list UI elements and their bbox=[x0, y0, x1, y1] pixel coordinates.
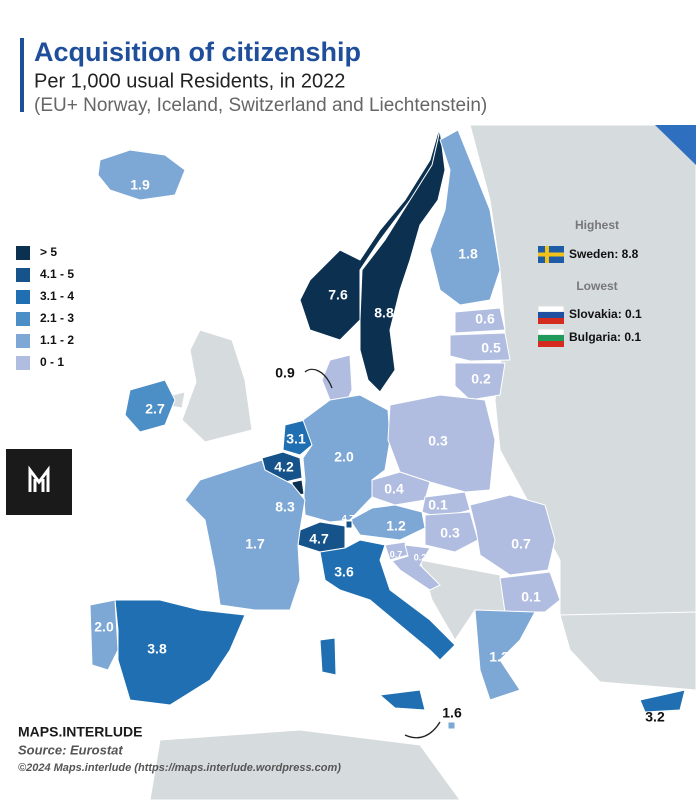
legend-label: 4.1 - 5 bbox=[40, 267, 74, 281]
region-value-label: 2.0 bbox=[94, 619, 114, 635]
region-value-label: 3.8 bbox=[147, 641, 167, 657]
subtitle: Per 1,000 usual Residents, in 2022 bbox=[34, 70, 345, 92]
region-labels: 1.9 7.6 8.8 1.8 0.6 0.5 0.2 0.9 2.7 3.1 4.2 8.3 2.0 0… bbox=[94, 177, 665, 725]
region-value-label: 3.2 bbox=[645, 709, 665, 725]
legend-label: > 5 bbox=[40, 245, 57, 259]
highest-title: Highest bbox=[575, 218, 619, 232]
region-value-label: 1.2 bbox=[386, 518, 406, 534]
region-value-label: 7.6 bbox=[328, 287, 348, 303]
region-value-label: 4.7 bbox=[342, 513, 355, 523]
region bbox=[447, 721, 456, 730]
legend-swatch bbox=[16, 268, 30, 282]
region-value-label: 3.6 bbox=[334, 564, 354, 580]
region bbox=[97, 149, 186, 201]
region bbox=[454, 362, 506, 401]
arrow bbox=[304, 368, 333, 389]
region bbox=[124, 379, 176, 433]
region-value-label: 0.3 bbox=[440, 525, 460, 541]
region bbox=[114, 599, 246, 706]
legend-label: 0 - 1 bbox=[40, 355, 64, 369]
regions bbox=[89, 124, 686, 730]
region-value-label: 2.7 bbox=[145, 401, 165, 417]
region-value-label: 0.2 bbox=[471, 371, 491, 387]
arrow bbox=[404, 721, 441, 739]
region-value-label: 1.7 bbox=[245, 536, 265, 552]
legend-label: 2.1 - 3 bbox=[40, 311, 74, 325]
region-value-label: 0.1 bbox=[428, 497, 448, 513]
land bbox=[149, 729, 461, 800]
legend-swatch bbox=[16, 356, 30, 370]
legend-label: 1.1 - 2 bbox=[40, 333, 74, 347]
region-value-label: 1.2 bbox=[489, 649, 509, 665]
region-value-label: 8.3 bbox=[275, 499, 295, 515]
region bbox=[469, 494, 556, 576]
flag-bulgaria bbox=[537, 328, 565, 347]
region bbox=[391, 544, 441, 591]
eu-flag-corner bbox=[655, 125, 696, 165]
region bbox=[454, 307, 506, 334]
copyright: ©2024 Maps.interlude (https://maps.inter… bbox=[18, 762, 341, 774]
legend: > 5 4.1 - 5 3.1 - 4 2.1 - 3 1.1 - 2 0 - 1 bbox=[16, 245, 74, 370]
region bbox=[429, 129, 501, 306]
region bbox=[89, 599, 119, 671]
region bbox=[499, 571, 561, 613]
source: Source: Eurostat bbox=[18, 742, 123, 757]
region bbox=[474, 609, 536, 701]
legend-swatch bbox=[16, 334, 30, 348]
region-value-label: 1.8 bbox=[458, 246, 478, 262]
region bbox=[639, 689, 686, 713]
region-value-label: 0.7 bbox=[511, 536, 531, 552]
land bbox=[469, 124, 696, 641]
lowest-entry: Slovakia: 0.1 bbox=[569, 307, 642, 321]
note: (EU+ Norway, Iceland, Switzerland and Li… bbox=[34, 95, 487, 116]
region-value-label: 0.5 bbox=[481, 340, 501, 356]
region bbox=[387, 394, 496, 493]
region bbox=[319, 637, 337, 676]
region bbox=[359, 129, 446, 393]
region bbox=[449, 332, 511, 362]
flag-sweden bbox=[538, 246, 564, 263]
legend-swatch bbox=[16, 312, 30, 326]
logo-mark bbox=[28, 465, 50, 492]
region bbox=[282, 419, 313, 456]
background-land bbox=[149, 124, 696, 800]
region-value-label: 0.7 bbox=[390, 549, 403, 559]
region bbox=[345, 520, 353, 529]
legend-label: 3.1 - 4 bbox=[40, 289, 74, 303]
lowest-entry: Bulgaria: 0.1 bbox=[569, 330, 641, 344]
title: Acquisition of citizenship bbox=[34, 37, 361, 67]
region-value-label: 0.1 bbox=[521, 589, 541, 605]
region-value-label: 4.2 bbox=[274, 459, 294, 475]
region-value-label: 0.2 bbox=[414, 552, 427, 562]
lowest-title: Lowest bbox=[576, 279, 617, 293]
region-value-label: 1.9 bbox=[130, 177, 150, 193]
legend-swatch bbox=[16, 290, 30, 304]
region bbox=[184, 459, 306, 611]
region-value-label: 1.6 bbox=[442, 705, 462, 721]
region-value-label: 0.9 bbox=[275, 365, 295, 381]
region bbox=[319, 539, 456, 661]
region-value-label: 0.6 bbox=[475, 311, 495, 327]
region bbox=[378, 689, 426, 711]
brand: MAPS.INTERLUDE bbox=[18, 724, 142, 740]
region-value-label: 8.8 bbox=[374, 305, 394, 321]
land bbox=[181, 329, 253, 443]
legend-swatch bbox=[16, 246, 30, 260]
region-value-label: 0.4 bbox=[384, 481, 404, 497]
region-value-label: 2.0 bbox=[334, 449, 354, 465]
highest-entry: Sweden: 8.8 bbox=[569, 247, 639, 261]
region-value-label: 3.1 bbox=[286, 431, 306, 447]
region bbox=[349, 504, 426, 541]
region-value-label: 4.7 bbox=[309, 531, 329, 547]
title-bar bbox=[20, 38, 24, 112]
flag-slovakia bbox=[537, 305, 565, 324]
region bbox=[299, 124, 441, 341]
region bbox=[302, 394, 391, 523]
land bbox=[559, 611, 696, 691]
region-value-label: 0.3 bbox=[428, 433, 448, 449]
region bbox=[424, 511, 479, 553]
